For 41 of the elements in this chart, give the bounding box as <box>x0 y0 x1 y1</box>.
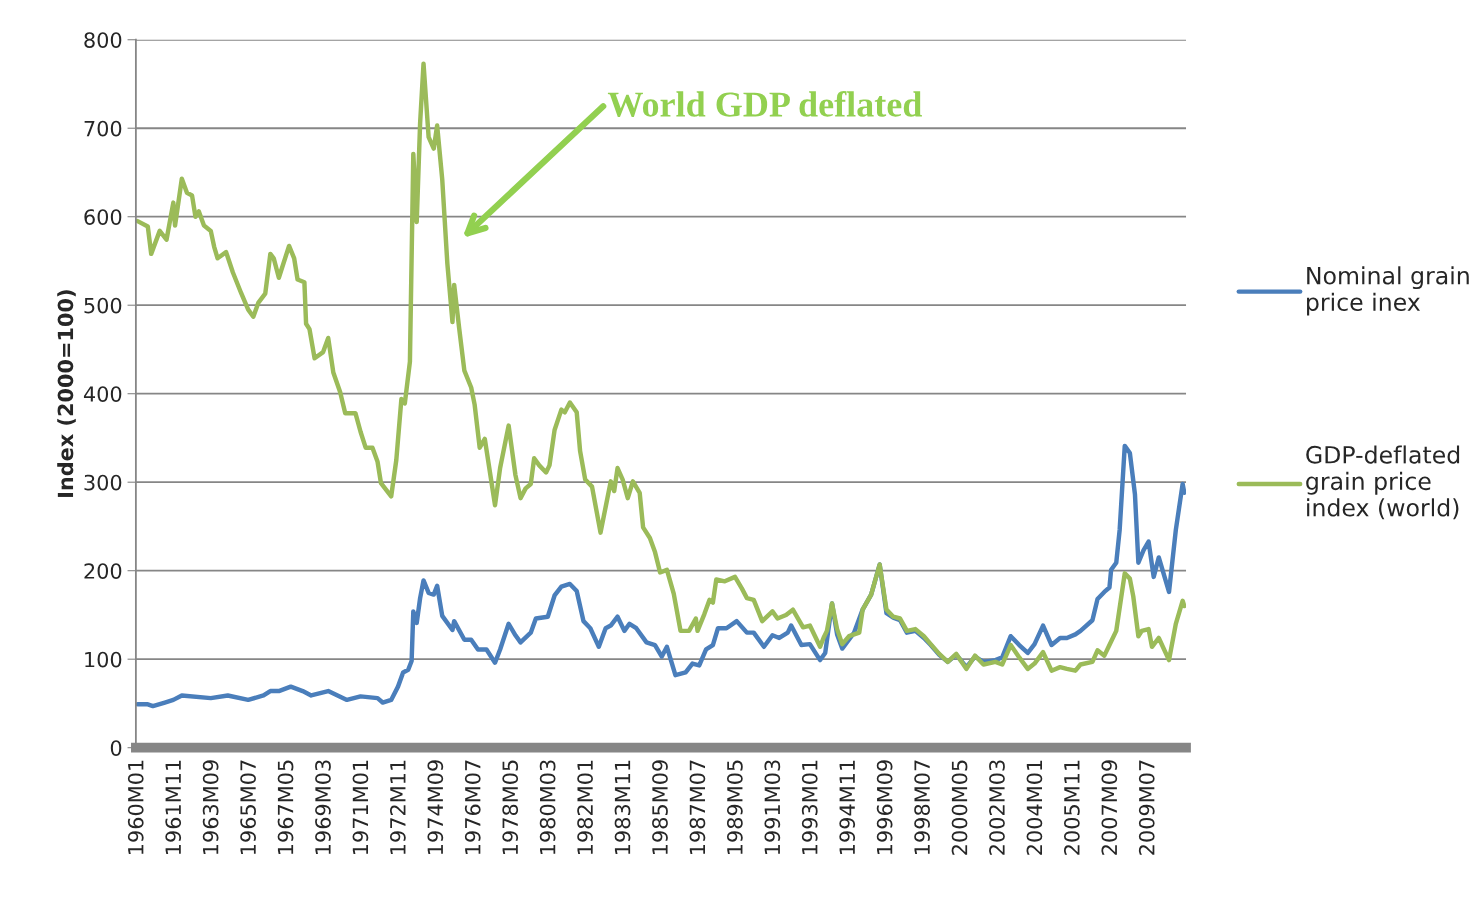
x-tick-label: 1982M01 <box>577 760 593 855</box>
x-tick-label: 1980M03 <box>539 760 556 855</box>
x-tick-label: 1998M07 <box>914 760 930 855</box>
x-tick-label: 2000M05 <box>951 760 968 855</box>
x-tick-label: 1974M09 <box>427 760 444 855</box>
x-tick-label: 1969M03 <box>315 760 331 855</box>
y-tick-label: 600 <box>84 209 122 225</box>
y-tick-label: 400 <box>83 386 122 402</box>
x-tick-label: 1972M11 <box>389 760 406 855</box>
y-tick-label: 200 <box>84 563 122 579</box>
x-tick-label: 2004M01 <box>1026 760 1043 855</box>
legend-label: GDP-deflated grain price index (world) <box>1306 445 1460 520</box>
y-tick-label: 0 <box>110 740 122 756</box>
annotation: World GDP deflated <box>607 90 922 117</box>
y-axis-title: Index (2000=100) <box>57 290 76 497</box>
x-tick-label: 2007M09 <box>1101 760 1118 855</box>
x-tick-label: 2009M07 <box>1138 760 1155 855</box>
x-tick-label: 1971M01 <box>352 760 369 855</box>
x-tick-label: 1985M09 <box>652 760 668 855</box>
y-tick-label: 500 <box>84 297 122 314</box>
x-tick-label: 2002M03 <box>989 760 1005 855</box>
x-tick-label: 1991M03 <box>764 760 781 855</box>
x-tick-label: 1967M05 <box>277 760 294 855</box>
x-tick-label: 1961M11 <box>165 760 182 855</box>
y-tick-label: 800 <box>84 32 122 48</box>
x-tick-label: 1963M09 <box>202 760 219 855</box>
x-tick-label: 1987M07 <box>689 760 706 855</box>
x-tick-label: 2005M11 <box>1063 760 1080 855</box>
legend-label: Nominal grain price inex <box>1307 266 1469 316</box>
x-tick-label: 1989M05 <box>726 760 743 855</box>
x-tick-label: 1976M07 <box>464 760 481 855</box>
x-tick-label: 1960M01 <box>127 760 144 855</box>
x-tick-label: 1965M07 <box>240 760 256 855</box>
x-tick-label: 1996M09 <box>876 760 893 855</box>
x-tick-label: 1994M11 <box>839 760 856 855</box>
x-tick-label: 1978M05 <box>502 760 519 855</box>
y-tick-label: 100 <box>85 651 122 668</box>
x-tick-label: 1983M11 <box>614 760 631 855</box>
y-tick-label: 700 <box>84 120 122 137</box>
y-tick-label: 300 <box>84 474 122 491</box>
x-tick-label: 1993M01 <box>801 760 818 855</box>
